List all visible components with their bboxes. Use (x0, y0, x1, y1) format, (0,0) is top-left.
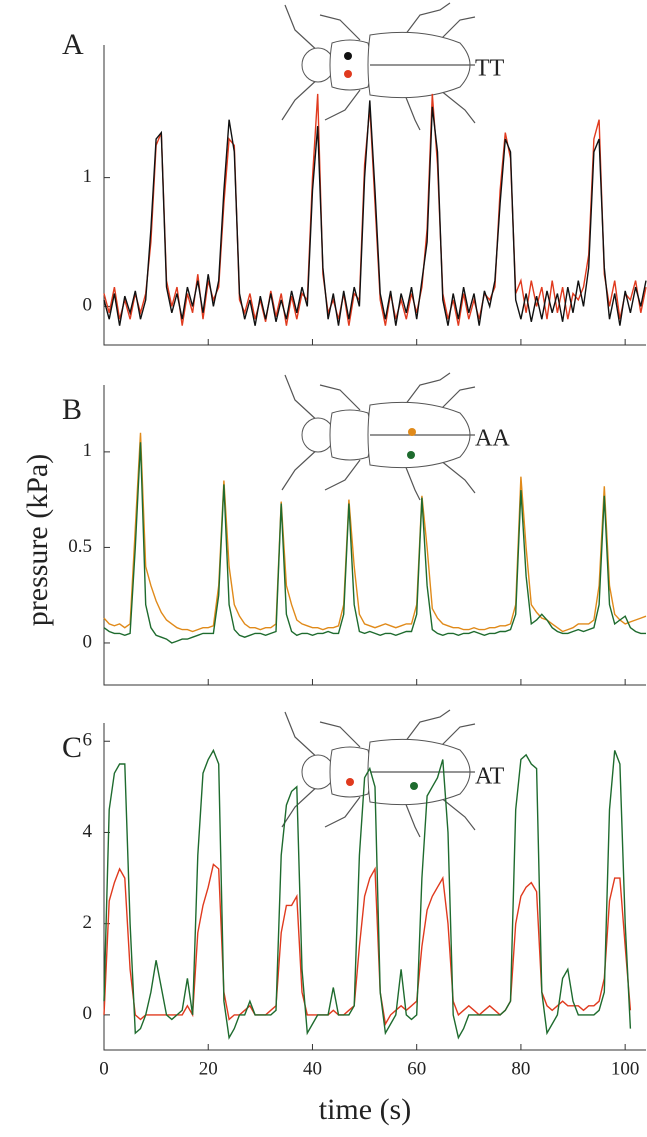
annotation: TT (475, 56, 505, 82)
data-line (103, 748, 632, 1040)
panel-label: A (62, 28, 84, 61)
x-tick-label: 0 (99, 1058, 109, 1079)
beetle-illustration (281, 372, 476, 501)
annotation: AT (475, 764, 505, 790)
y-tick-label: 6 (83, 730, 93, 751)
sensor-dot (407, 451, 415, 459)
sensor-dot (408, 428, 416, 436)
y-tick-label: 1 (83, 440, 93, 461)
beetle-illustration (281, 2, 476, 131)
x-tick-label: 20 (199, 1058, 218, 1079)
data-line (103, 863, 632, 1027)
x-axis-label: time (s) (319, 1093, 411, 1126)
y-tick-label: 0 (83, 1003, 93, 1024)
x-tick-label: 40 (303, 1058, 322, 1079)
y-axis-label: pressure (kPa) (21, 454, 54, 626)
data-line (103, 442, 646, 644)
sensor-dot (344, 52, 352, 60)
y-tick-label: 0 (83, 295, 93, 316)
x-tick-label: 80 (511, 1058, 530, 1079)
data-line (103, 432, 647, 633)
y-tick-label: 2 (83, 912, 93, 933)
y-tick-label: 1 (83, 166, 93, 187)
y-tick-label: 4 (83, 821, 93, 842)
y-tick-label: 0.5 (68, 536, 92, 557)
y-tick-label: 0 (83, 631, 93, 652)
panel-label: B (62, 393, 82, 426)
panel-label: C (62, 731, 82, 764)
annotation: AA (475, 426, 510, 452)
data-line (103, 100, 647, 326)
sensor-dot (346, 778, 354, 786)
sensor-dot (410, 782, 418, 790)
x-tick-label: 100 (611, 1058, 640, 1079)
x-tick-label: 60 (407, 1058, 426, 1079)
beetle-illustration (281, 709, 476, 838)
data-line (103, 93, 647, 326)
sensor-dot (344, 70, 352, 78)
